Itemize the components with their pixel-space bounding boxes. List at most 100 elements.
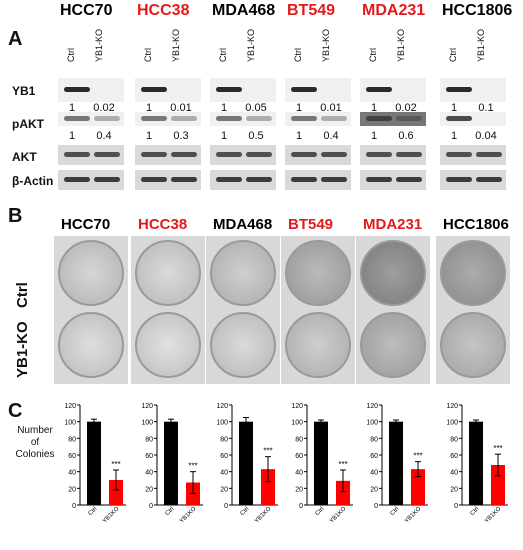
y-tick-label: 40: [295, 470, 303, 477]
yb1-ratio: 1: [68, 102, 76, 114]
cell-line-title: HCC38: [138, 216, 188, 233]
category-label: YB1KO: [179, 506, 198, 525]
western-row-label: AKT: [12, 150, 37, 164]
colony-plate: [360, 240, 426, 306]
y-tick-label: 20: [220, 486, 228, 493]
category-label: YB1KO: [484, 506, 503, 525]
cell-line-title: HCC38: [137, 2, 190, 19]
colony-plate: [58, 312, 124, 378]
cell-line-title: BT549: [288, 216, 334, 233]
ctrl-bar: [469, 421, 483, 505]
blot-strip: [210, 145, 276, 165]
protein-band: [321, 177, 347, 182]
protein-band: [291, 152, 317, 157]
y-tick-label: 20: [68, 486, 76, 493]
protein-band: [171, 116, 197, 121]
protein-band: [366, 116, 392, 121]
blot-strip: [135, 112, 201, 126]
category-label: Ctrl: [470, 506, 481, 517]
protein-band: [64, 116, 90, 121]
protein-band: [171, 177, 197, 182]
blot-strip: [210, 170, 276, 190]
yb1-ratio: 1: [370, 102, 378, 114]
protein-band: [366, 152, 392, 157]
category-label: YB1KO: [404, 506, 423, 525]
cell-line-title: MDA231: [363, 216, 423, 233]
y-tick-label: 60: [295, 453, 303, 460]
pakt-ratio: 1: [295, 130, 303, 142]
protein-band: [64, 87, 90, 92]
panel-c-letter: C: [8, 400, 23, 422]
protein-band: [94, 177, 120, 182]
y-tick-label: 80: [68, 436, 76, 443]
y-tick-label: 0: [224, 503, 228, 510]
colony-plate: [210, 312, 276, 378]
y-tick-label: 120: [64, 403, 76, 410]
yb1-ratio: 0.05: [245, 102, 267, 114]
panel-b-letter: B: [8, 205, 23, 227]
protein-band: [216, 116, 242, 121]
y-tick-label: 40: [145, 470, 153, 477]
y-tick-label: 0: [374, 503, 378, 510]
significance-marker: ***: [263, 447, 272, 456]
y-tick-label: 100: [141, 420, 153, 427]
y-tick-label: 60: [370, 453, 378, 460]
y-tick-label: 40: [68, 470, 76, 477]
protein-band: [476, 152, 502, 157]
western-row-label: β-Actin: [12, 174, 54, 188]
significance-marker: ***: [413, 452, 422, 461]
yb1-ratio: 0.01: [320, 102, 342, 114]
protein-band: [216, 152, 242, 157]
y-tick-label: 20: [295, 486, 303, 493]
yb1-ratio: 0.02: [395, 102, 417, 114]
blot-strip: [360, 112, 426, 126]
category-label: Ctrl: [315, 506, 326, 517]
blot-strip: [360, 170, 426, 190]
significance-marker: ***: [188, 462, 197, 471]
protein-band: [396, 177, 422, 182]
cell-line-title: HCC70: [60, 2, 113, 19]
yb1-ratio: 1: [220, 102, 228, 114]
yb1ko-bar: [491, 465, 505, 505]
y-tick-label: 100: [291, 420, 303, 427]
protein-band: [291, 177, 317, 182]
y-tick-label: 80: [145, 436, 153, 443]
protein-band: [216, 177, 242, 182]
protein-band: [396, 152, 422, 157]
ctrl-bar: [314, 421, 328, 505]
protein-band: [321, 116, 347, 121]
cell-line-title: HCC70: [61, 216, 111, 233]
category-label: Ctrl: [390, 506, 401, 517]
colony-plate: [440, 312, 506, 378]
y-tick-label: 80: [220, 436, 228, 443]
protein-band: [141, 152, 167, 157]
blot-strip: [360, 145, 426, 165]
colony-plate: [285, 312, 351, 378]
western-row-label: pAKT: [12, 117, 44, 131]
y-tick-label: 100: [64, 420, 76, 427]
protein-band: [141, 116, 167, 121]
category-label: YB1KO: [329, 506, 348, 525]
blot-strip: [285, 145, 351, 165]
cell-line-title: HCC1806: [442, 2, 513, 19]
protein-band: [446, 152, 472, 157]
protein-band: [216, 87, 242, 92]
category-label: YB1KO: [102, 506, 121, 525]
y-tick-label: 80: [370, 436, 378, 443]
protein-band: [94, 152, 120, 157]
y-tick-label: 40: [370, 470, 378, 477]
y-tick-label: 120: [141, 403, 153, 410]
protein-band: [171, 152, 197, 157]
yb1ko-bar: [336, 480, 350, 505]
protein-band: [246, 116, 272, 121]
protein-band: [246, 152, 272, 157]
blot-strip: [135, 170, 201, 190]
colony-plate: [440, 240, 506, 306]
yb1ko-bar: [261, 469, 275, 505]
y-tick-label: 60: [68, 453, 76, 460]
category-label: YB1KO: [254, 506, 273, 525]
western-row-label: YB1: [12, 84, 36, 98]
pakt-ratio: 1: [145, 130, 153, 142]
blot-strip: [440, 145, 506, 165]
